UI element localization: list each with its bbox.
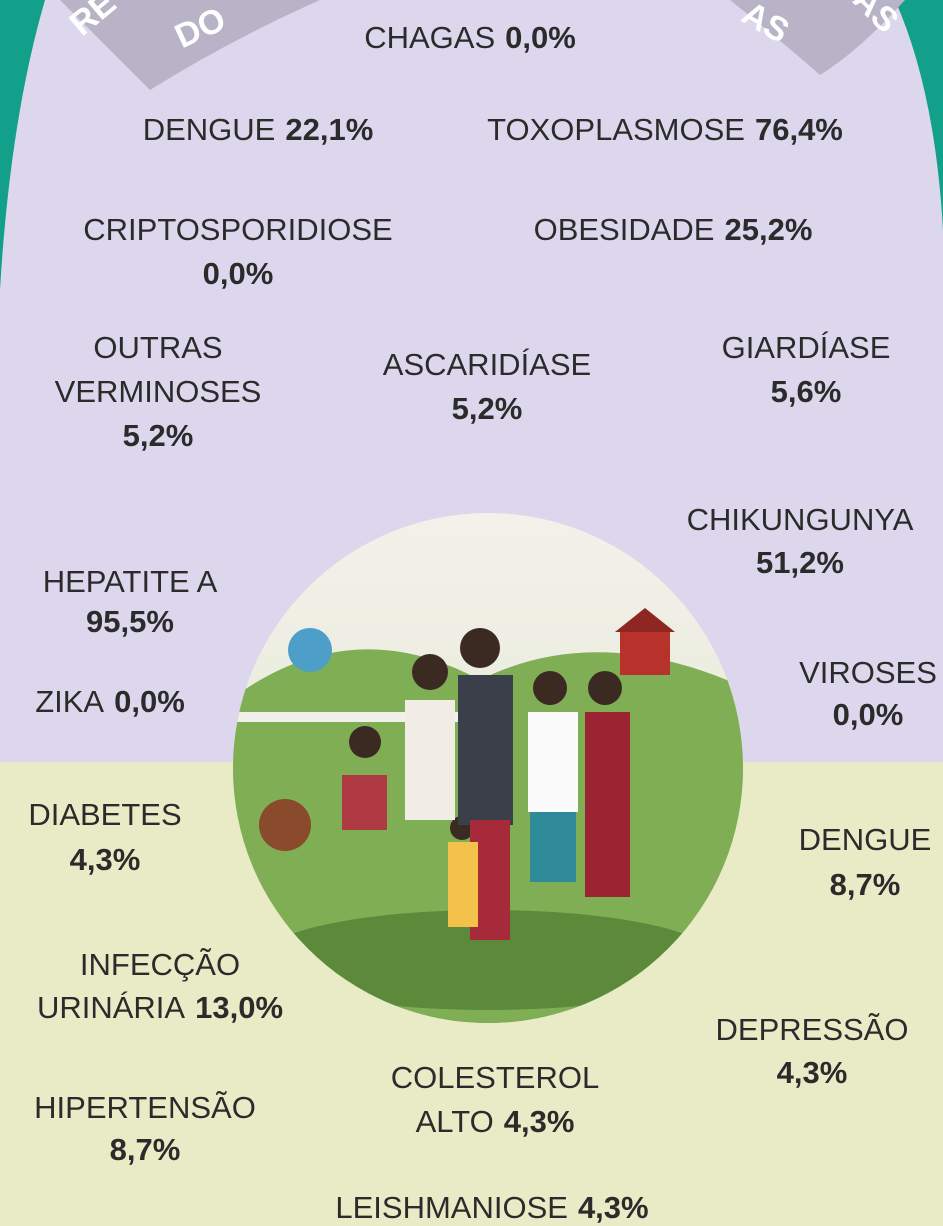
- label-text: ALTO: [416, 1104, 494, 1139]
- disease-label: OUTRAS: [93, 330, 222, 365]
- disease-label: LEISHMANIOSE 4,3%: [335, 1190, 648, 1225]
- family-illustration: [233, 513, 743, 1023]
- corner-right: [895, 0, 943, 230]
- disease-label: DENGUE: [799, 822, 932, 857]
- percent-value: 95,5%: [86, 604, 174, 639]
- percent-value: 4,3%: [777, 1055, 848, 1090]
- disease-label: CHAGAS 0,0%: [364, 20, 576, 55]
- percent-value: 4,3%: [578, 1190, 649, 1225]
- percent-value: 8,7%: [110, 1132, 181, 1167]
- disease-label: CHIKUNGUNYA: [687, 502, 914, 537]
- label-text: INFECÇÃO: [80, 947, 240, 982]
- label-text: DEPRESSÃO: [716, 1012, 909, 1047]
- disease-label: CRIPTOSPORIDIOSE: [83, 212, 393, 247]
- label-text: OBESIDADE: [534, 212, 715, 247]
- label-text: URINÁRIA: [37, 990, 185, 1025]
- disease-list: CHAGAS 0,0% DENGUE 22,1% TOXOPLASMOSE 76,4% CR…: [28, 20, 937, 1225]
- percent-value: 0,0%: [505, 20, 576, 55]
- disease-label: ASCARIDÍASE: [383, 347, 591, 382]
- label-text: GIARDÍASE: [722, 330, 891, 365]
- label-text: COLESTEROL: [391, 1060, 599, 1095]
- disease-label: DIABETES: [28, 797, 181, 832]
- disease-label: OBESIDADE 25,2%: [534, 212, 813, 247]
- label-text: DENGUE: [799, 822, 932, 857]
- disease-label: GIARDÍASE: [722, 330, 891, 365]
- percent-value: 22,1%: [285, 112, 373, 147]
- label-text: ASCARIDÍASE: [383, 347, 591, 382]
- percent-value: 4,3%: [70, 842, 141, 877]
- percent-value: 5,6%: [771, 374, 842, 409]
- disease-label: ALTO 4,3%: [416, 1104, 575, 1139]
- label-text: CHAGAS: [364, 20, 495, 55]
- percent-value: 5,2%: [123, 418, 194, 453]
- label-text: DENGUE: [143, 112, 276, 147]
- label-text: HIPERTENSÃO: [34, 1090, 256, 1125]
- percent-value: 4,3%: [504, 1104, 575, 1139]
- banner-band-left: [60, 0, 320, 90]
- label-text: OUTRAS: [93, 330, 222, 365]
- disease-label: HEPATITE A: [43, 564, 218, 599]
- disease-label: URINÁRIA 13,0%: [37, 990, 283, 1025]
- label-text: CRIPTOSPORIDIOSE: [83, 212, 393, 247]
- label-text: VIROSES: [799, 655, 937, 690]
- disease-label: COLESTEROL: [391, 1060, 599, 1095]
- percent-value: 25,2%: [724, 212, 812, 247]
- percent-value: 0,0%: [114, 684, 185, 719]
- percent-value: 76,4%: [755, 112, 843, 147]
- disease-label: DEPRESSÃO: [716, 1012, 909, 1047]
- banner-band-right: [730, 0, 905, 75]
- disease-label: VERMINOSES: [55, 374, 262, 409]
- disease-label: HIPERTENSÃO: [34, 1090, 256, 1125]
- percent-value: 8,7%: [830, 867, 901, 902]
- percent-value: 0,0%: [833, 697, 904, 732]
- percent-value: 0,0%: [203, 256, 274, 291]
- disease-label: VIROSES: [799, 655, 937, 690]
- label-text: CHIKUNGUNYA: [687, 502, 914, 537]
- corner-left: [0, 0, 45, 290]
- label-text: LEISHMANIOSE: [335, 1190, 568, 1225]
- percent-value: 13,0%: [195, 990, 283, 1025]
- percent-value: 51,2%: [756, 545, 844, 580]
- disease-label: INFECÇÃO: [80, 947, 240, 982]
- label-text: VERMINOSES: [55, 374, 262, 409]
- disease-label: ZIKA 0,0%: [35, 684, 185, 719]
- percent-value: 5,2%: [452, 391, 523, 426]
- disease-label: TOXOPLASMOSE 76,4%: [487, 112, 843, 147]
- label-text: DIABETES: [28, 797, 181, 832]
- disease-label: DENGUE 22,1%: [143, 112, 374, 147]
- label-text: ZIKA: [35, 684, 104, 719]
- label-text: HEPATITE A: [43, 564, 218, 599]
- label-text: TOXOPLASMOSE: [487, 112, 745, 147]
